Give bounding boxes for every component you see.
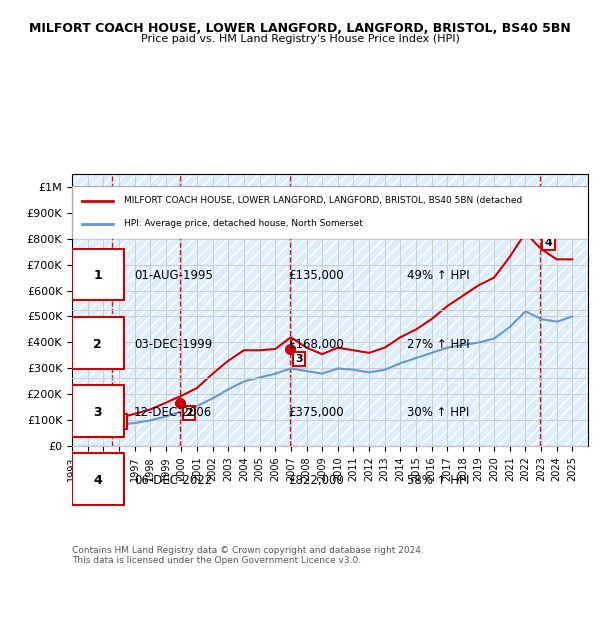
Text: 58% ↑ HPI: 58% ↑ HPI	[407, 474, 470, 487]
FancyBboxPatch shape	[72, 385, 124, 437]
Text: 1: 1	[117, 416, 125, 427]
Text: HPI: Average price, detached house, North Somerset: HPI: Average price, detached house, Nort…	[124, 219, 362, 228]
Text: 01-AUG-1995: 01-AUG-1995	[134, 270, 213, 282]
Text: 4: 4	[545, 238, 553, 248]
FancyBboxPatch shape	[72, 249, 124, 301]
FancyBboxPatch shape	[72, 453, 124, 505]
Text: 4: 4	[94, 474, 102, 487]
Text: 27% ↑ HPI: 27% ↑ HPI	[407, 338, 470, 350]
Text: £168,000: £168,000	[289, 338, 344, 350]
Text: 3: 3	[295, 354, 302, 364]
Text: 06-DEC-2022: 06-DEC-2022	[134, 474, 212, 487]
Text: 12-DEC-2006: 12-DEC-2006	[134, 406, 212, 419]
Text: £135,000: £135,000	[289, 270, 344, 282]
Text: Price paid vs. HM Land Registry's House Price Index (HPI): Price paid vs. HM Land Registry's House …	[140, 34, 460, 44]
Text: 2: 2	[94, 338, 102, 350]
Text: Contains HM Land Registry data © Crown copyright and database right 2024.
This d: Contains HM Land Registry data © Crown c…	[72, 546, 424, 565]
Text: 49% ↑ HPI: 49% ↑ HPI	[407, 270, 470, 282]
Text: 3: 3	[94, 406, 102, 419]
Text: MILFORT COACH HOUSE, LOWER LANGFORD, LANGFORD, BRISTOL, BS40 5BN: MILFORT COACH HOUSE, LOWER LANGFORD, LAN…	[29, 22, 571, 35]
Text: 03-DEC-1999: 03-DEC-1999	[134, 338, 212, 350]
Text: £375,000: £375,000	[289, 406, 344, 419]
FancyBboxPatch shape	[72, 174, 588, 446]
Text: £822,000: £822,000	[289, 474, 344, 487]
Text: 1: 1	[94, 270, 102, 282]
FancyBboxPatch shape	[72, 317, 124, 369]
Text: 2: 2	[185, 408, 193, 418]
Text: MILFORT COACH HOUSE, LOWER LANGFORD, LANGFORD, BRISTOL, BS40 5BN (detached: MILFORT COACH HOUSE, LOWER LANGFORD, LAN…	[124, 197, 522, 205]
FancyBboxPatch shape	[72, 186, 588, 239]
Text: 30% ↑ HPI: 30% ↑ HPI	[407, 406, 470, 419]
